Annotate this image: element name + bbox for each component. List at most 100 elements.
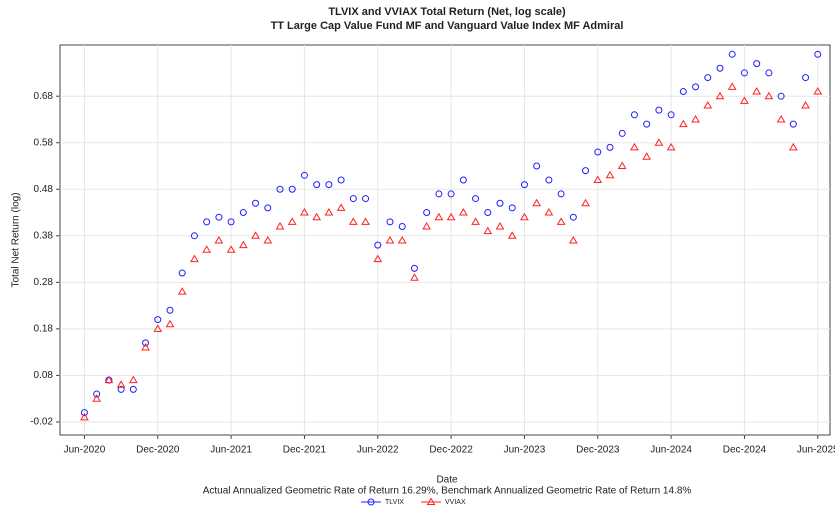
data-point (300, 171, 308, 179)
data-point (582, 167, 590, 175)
data-point (263, 235, 273, 244)
legend-label: VVIAX (445, 499, 466, 506)
x-tick-label: Jun-2020 (64, 445, 106, 456)
data-point (753, 60, 761, 68)
y-tick-label: 0.68 (34, 91, 54, 102)
chart-subtitle: TT Large Cap Value Fund MF and Vanguard … (271, 20, 624, 32)
legend-marker (426, 497, 436, 505)
y-tick-label: 0.48 (34, 184, 54, 195)
x-tick-label: Jun-2023 (504, 445, 546, 456)
data-point (141, 343, 150, 351)
x-tick-label: Dec-2024 (723, 445, 767, 456)
data-point (692, 83, 700, 91)
y-tick-label: 0.38 (34, 230, 54, 241)
data-point (154, 316, 162, 324)
data-point (495, 222, 505, 230)
data-point (276, 185, 284, 193)
data-point (617, 161, 627, 170)
data-point (116, 380, 126, 388)
data-point (716, 64, 724, 72)
data-point (777, 92, 785, 100)
data-point (557, 190, 565, 198)
data-point (643, 120, 651, 128)
data-point (642, 152, 652, 160)
data-point (764, 91, 774, 100)
data-point (715, 91, 725, 100)
data-point (348, 217, 358, 225)
y-tick-label: -0.02 (30, 417, 53, 428)
legend-marker (367, 498, 375, 506)
data-point (533, 162, 541, 170)
data-point (606, 143, 614, 151)
data-point (93, 390, 101, 398)
data-point (142, 339, 150, 347)
data-point (337, 176, 345, 184)
data-point (362, 195, 370, 203)
data-point (581, 198, 590, 207)
data-point (386, 218, 394, 226)
data-point (814, 50, 822, 58)
data-point (165, 319, 175, 328)
data-point (435, 190, 443, 198)
data-point (385, 235, 395, 244)
legend-label: TLVIX (385, 499, 404, 506)
x-tick-label: Jun-2021 (210, 445, 252, 456)
data-point (264, 204, 272, 212)
data-point (691, 114, 700, 123)
data-point (679, 88, 687, 96)
data-point (398, 223, 406, 231)
data-point (545, 176, 553, 184)
x-tick-label: Jun-2025 (797, 445, 835, 456)
data-point (508, 204, 516, 212)
data-point (667, 111, 675, 119)
data-point (397, 235, 407, 244)
x-axis-label: Date (436, 475, 458, 486)
data-point (166, 306, 174, 314)
data-point (313, 181, 321, 189)
data-point (128, 375, 138, 384)
data-point (129, 385, 137, 393)
data-point (765, 69, 773, 77)
data-point (252, 199, 260, 207)
data-point (104, 375, 114, 384)
caption: Actual Annualized Geometric Rate of Retu… (203, 486, 692, 497)
data-point (177, 287, 187, 295)
data-point (288, 185, 296, 193)
data-point (507, 231, 517, 239)
data-point (727, 82, 737, 90)
data-point (483, 226, 493, 235)
data-point (618, 129, 626, 137)
data-point (153, 324, 163, 332)
data-point (215, 213, 223, 221)
data-point (410, 273, 419, 281)
data-point (704, 74, 712, 82)
data-point (361, 217, 370, 225)
data-point (678, 119, 688, 128)
data-point (789, 120, 797, 128)
data-point (484, 209, 492, 217)
data-point (373, 254, 383, 263)
data-point (496, 199, 504, 207)
y-axis-label: Total Net Return (log) (11, 192, 22, 287)
data-point (203, 218, 211, 226)
data-point (374, 241, 382, 249)
data-point (410, 264, 418, 272)
data-point (312, 212, 322, 221)
data-point (117, 385, 125, 393)
data-point (752, 87, 762, 95)
data-point (802, 74, 810, 82)
data-point (630, 111, 638, 119)
x-tick-label: Dec-2022 (429, 445, 473, 456)
data-point (92, 394, 102, 402)
chart-title: TLVIX and VVIAX Total Return (Net, log s… (328, 6, 566, 18)
x-tick-label: Dec-2020 (136, 445, 180, 456)
data-point (605, 170, 615, 179)
data-point (349, 195, 357, 203)
data-point (423, 209, 431, 217)
data-point (472, 195, 480, 203)
y-tick-label: 0.28 (34, 277, 54, 288)
data-point (80, 412, 89, 421)
data-point (324, 208, 334, 216)
data-point (300, 208, 309, 216)
